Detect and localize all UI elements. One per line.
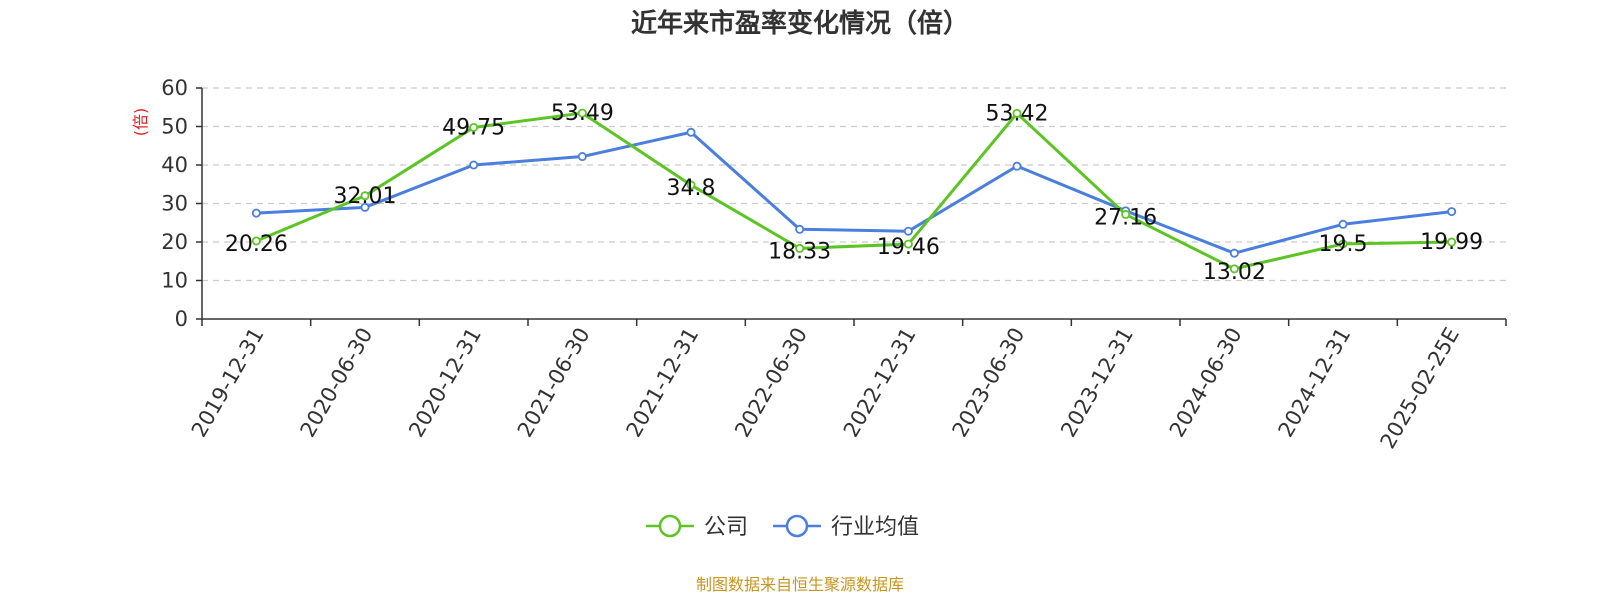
data-label: 27.16 [1094,205,1157,230]
legend-marker [785,514,809,538]
data-point[interactable] [360,191,370,201]
data-point[interactable] [577,108,587,118]
data-point[interactable] [1229,264,1239,274]
data-label: 13.02 [1203,260,1266,285]
x-tick-label: 2023-06-30 [948,324,1030,442]
y-tick-label: 10 [161,269,188,293]
data-label: 20.26 [225,232,288,257]
legend-label: 公司 [704,515,748,540]
series-line [256,130,1452,255]
series-layer [251,108,1457,274]
data-label: 19.46 [877,235,940,260]
data-point[interactable] [1447,207,1457,217]
legend-item-company[interactable]: 公司 [646,514,748,540]
y-tick-label: 40 [161,153,188,177]
source-note: 制图数据来自恒生聚源数据库 [696,575,904,594]
grid-lines [202,87,1506,282]
x-tick-label: 2019-12-31 [187,324,269,442]
data-label: 34.8 [667,176,716,201]
data-point[interactable] [251,236,261,246]
x-tick-label: 2025-02-25E [1376,324,1464,453]
x-tick-label: 2020-06-30 [296,324,378,442]
data-point[interactable] [903,239,913,249]
data-point[interactable] [577,152,587,162]
data-point[interactable] [1012,161,1022,171]
data-label: 19.5 [1319,232,1368,257]
y-tick-label: 0 [175,307,188,331]
x-tick-label: 2024-12-31 [1274,324,1356,442]
data-label: 53.42 [986,101,1049,126]
x-tick-label: 2023-12-31 [1056,324,1138,442]
y-tick-label: 60 [161,76,188,100]
data-point[interactable] [1012,108,1022,118]
data-point[interactable] [251,208,261,218]
y-tick-label: 20 [161,230,188,254]
data-point[interactable] [686,180,696,190]
series-line [255,111,1452,271]
data-point[interactable] [903,226,913,236]
x-tick-label: 2022-12-31 [839,323,921,441]
data-label: 19.99 [1420,230,1483,255]
data-point[interactable] [360,202,370,212]
data-label: 18.33 [768,239,831,264]
x-tick-label: 2022-06-30 [730,324,812,442]
series-industry-average [251,127,1457,258]
data-point[interactable] [795,224,805,234]
data-labels: 20.26 32.01 49.75 53.49 34.8 18.33 19.46 53.42 2… [225,101,1483,285]
data-label: 53.49 [551,101,614,126]
data-label: 32.01 [334,184,397,209]
data-point[interactable] [686,127,696,137]
y-axis-unit-label: (倍) [131,108,150,137]
x-tick-label: 2021-12-31 [622,324,704,442]
chart-title: 近年来市盈率变化情况（倍） [631,8,969,39]
legend-item-industry-average[interactable]: 行业均值 [773,514,919,540]
legend: 公司 行业均值 [646,514,919,540]
x-tick-label: 2024-06-30 [1165,324,1247,442]
x-tick-label: 2020-12-31 [404,323,486,441]
data-point[interactable] [1447,237,1457,247]
data-point[interactable] [1229,248,1239,258]
legend-label: 行业均值 [831,515,919,540]
y-tick-label: 50 [161,115,188,139]
x-tick-label: 2021-06-30 [513,324,595,442]
data-point[interactable] [1338,219,1348,229]
data-label: 49.75 [442,115,505,140]
y-tick-label: 30 [161,192,188,216]
data-point[interactable] [1338,239,1348,249]
data-point[interactable] [469,160,479,170]
series-company [251,108,1457,274]
data-point[interactable] [469,122,479,132]
legend-marker [658,514,682,538]
axes: 0 10 20 30 40 50 60 2019-12-31 2020-06-30 2020-12… [161,76,1507,453]
data-point[interactable] [1121,209,1131,219]
data-point[interactable] [795,243,805,253]
